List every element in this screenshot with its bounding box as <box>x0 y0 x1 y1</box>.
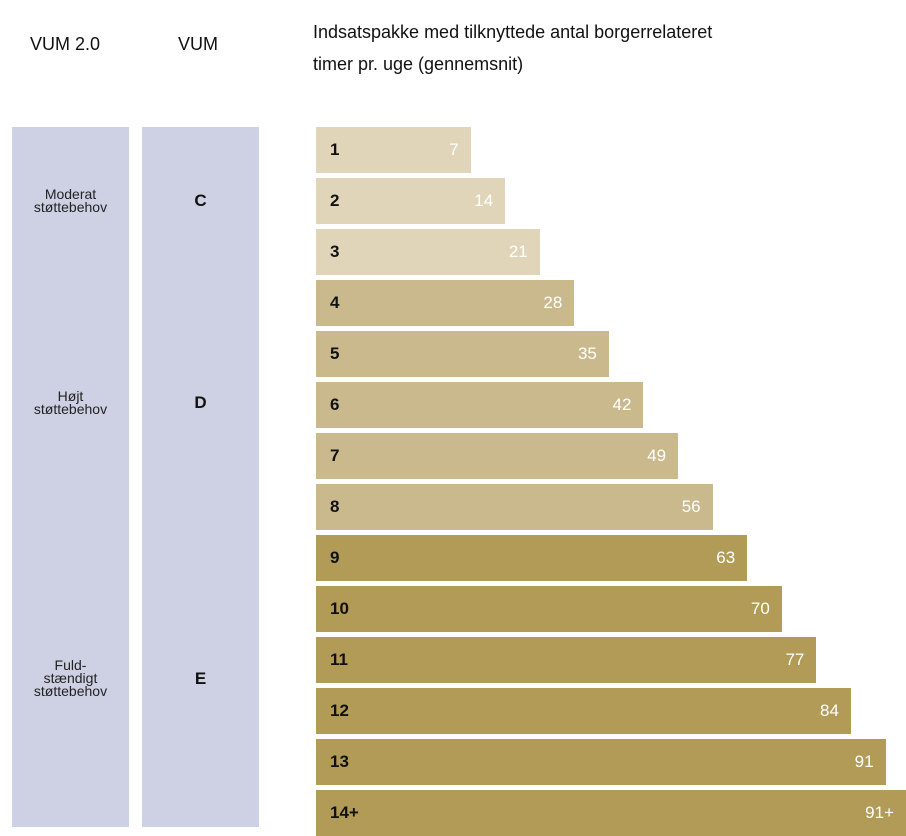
bar <box>316 382 644 428</box>
group-box: Fuld- stændigt støttebehov <box>12 530 129 827</box>
group-label: Moderat støttebehov <box>33 186 108 215</box>
value-label: 42 <box>612 395 632 414</box>
group-box: E <box>142 530 259 827</box>
category-label: 7 <box>330 446 340 465</box>
bar <box>316 280 575 326</box>
value-label: 63 <box>716 548 736 567</box>
group-box: D <box>142 275 259 530</box>
group-box: Moderat støttebehov <box>12 127 129 275</box>
column-header: VUM 2.0 <box>30 34 101 54</box>
bar <box>316 637 817 683</box>
category-label: 1 <box>330 140 340 159</box>
group-box: C <box>142 127 259 275</box>
value-label: 21 <box>508 242 528 261</box>
category-label: 8 <box>330 497 340 516</box>
bar <box>316 739 886 785</box>
category-label: 9 <box>330 548 340 567</box>
bar <box>316 331 609 377</box>
bar <box>316 127 471 173</box>
category-label: 5 <box>330 344 340 363</box>
value-label: 91 <box>854 752 874 771</box>
category-label: 2 <box>330 191 340 210</box>
category-label: 14+ <box>330 803 359 822</box>
value-label: 77 <box>785 650 805 669</box>
category-label: 13 <box>330 752 349 771</box>
value-label: 7 <box>449 140 459 159</box>
bar <box>316 484 713 530</box>
group-label: Fuld- stændigt støttebehov <box>33 657 108 699</box>
group-label: Højt støttebehov <box>33 387 108 417</box>
bar <box>316 178 506 224</box>
value-label: 91+ <box>865 803 894 822</box>
bar <box>316 688 851 734</box>
chart-title: Indsatspakke med tilknyttede antal borge… <box>313 22 713 74</box>
vum-label: C <box>194 191 207 210</box>
category-label: 11 <box>330 650 348 669</box>
value-label: 35 <box>577 344 597 363</box>
value-label: 28 <box>543 293 563 312</box>
category-label: 6 <box>330 395 340 414</box>
category-label: 4 <box>330 293 340 312</box>
category-label: 10 <box>330 599 349 618</box>
value-label: 49 <box>647 446 667 465</box>
bar <box>316 586 782 632</box>
group-box: Højt støttebehov <box>12 275 129 530</box>
vum-label: E <box>194 668 207 688</box>
category-label: 12 <box>330 701 349 720</box>
value-label: 56 <box>681 497 701 516</box>
value-label: 14 <box>474 191 494 210</box>
value-label: 84 <box>820 701 839 720</box>
vum-label: D <box>194 392 207 412</box>
category-label: 3 <box>330 242 340 261</box>
column-header: VUM <box>178 34 218 54</box>
bar <box>316 229 540 275</box>
bar <box>316 433 679 479</box>
bar <box>316 535 748 581</box>
value-label: 70 <box>750 599 770 618</box>
